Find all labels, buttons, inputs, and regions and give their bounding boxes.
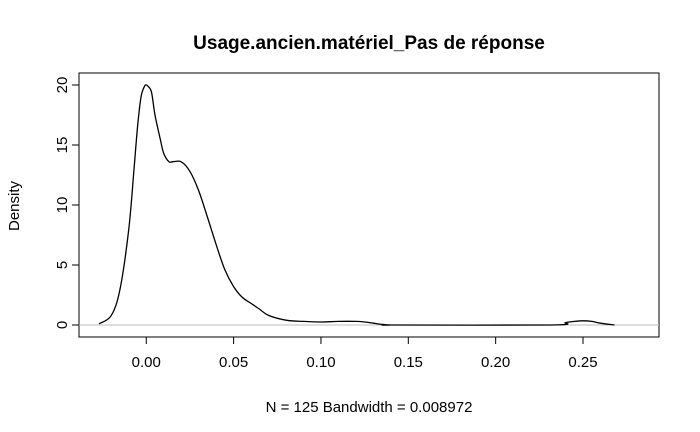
density-curve — [98, 84, 615, 326]
x-tick-label: 0.00 — [132, 354, 161, 371]
y-tick-label: 10 — [54, 197, 71, 214]
y-tick-label: 5 — [54, 261, 71, 269]
y-tick-label: 20 — [54, 77, 71, 94]
y-tick-label: 0 — [54, 321, 71, 329]
x-axis-label: N = 125 Bandwidth = 0.008972 — [266, 399, 473, 416]
chart-title: Usage.ancien.matériel_Pas de réponse — [193, 33, 545, 54]
y-axis-label: Density — [6, 180, 23, 231]
x-tick-label: 0.20 — [481, 354, 510, 371]
x-tick-label: 0.10 — [306, 354, 335, 371]
y-tick-label: 15 — [54, 137, 71, 154]
x-tick-label: 0.05 — [219, 354, 248, 371]
plot-frame — [78, 72, 660, 338]
x-axis: 0.00 0.05 0.10 0.15 0.20 0.25 — [132, 336, 598, 371]
y-axis: 0 5 10 15 20 — [54, 77, 80, 329]
x-tick-label: 0.15 — [394, 354, 423, 371]
x-tick-label: 0.25 — [568, 354, 597, 371]
